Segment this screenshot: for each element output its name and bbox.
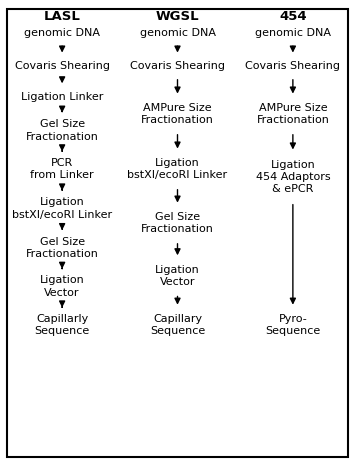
Text: Ligation
Vector: Ligation Vector — [40, 275, 84, 298]
Text: Ligation
bstXI/ecoRI Linker: Ligation bstXI/ecoRI Linker — [12, 197, 112, 219]
Text: 454: 454 — [279, 10, 307, 23]
Text: Gel Size
Fractionation: Gel Size Fractionation — [141, 212, 214, 234]
Text: Covaris Shearing: Covaris Shearing — [15, 61, 110, 71]
Text: Capillarly
Sequence: Capillarly Sequence — [34, 314, 90, 336]
Text: PCR
from Linker: PCR from Linker — [30, 158, 94, 180]
Text: Gel Size
Fractionation: Gel Size Fractionation — [26, 237, 99, 259]
Text: Ligation
454 Adaptors
& ePCR: Ligation 454 Adaptors & ePCR — [256, 160, 330, 194]
Text: Covaris Shearing: Covaris Shearing — [245, 61, 340, 71]
Text: genomic DNA: genomic DNA — [140, 27, 215, 38]
Text: AMPure Size
Fractionation: AMPure Size Fractionation — [141, 103, 214, 125]
Text: Pyro-
Sequence: Pyro- Sequence — [265, 314, 321, 336]
Text: Capillary
Sequence: Capillary Sequence — [150, 314, 205, 336]
Text: Gel Size
Fractionation: Gel Size Fractionation — [26, 119, 99, 142]
Text: Covaris Shearing: Covaris Shearing — [130, 61, 225, 71]
Text: Ligation Linker: Ligation Linker — [21, 92, 103, 102]
Text: Ligation
bstXI/ecoRI Linker: Ligation bstXI/ecoRI Linker — [127, 158, 228, 180]
Text: genomic DNA: genomic DNA — [24, 27, 100, 38]
Text: Ligation
Vector: Ligation Vector — [155, 265, 200, 287]
Text: genomic DNA: genomic DNA — [255, 27, 331, 38]
Text: LASL: LASL — [44, 10, 81, 23]
Text: WGSL: WGSL — [156, 10, 199, 23]
Text: AMPure Size
Fractionation: AMPure Size Fractionation — [256, 103, 329, 125]
